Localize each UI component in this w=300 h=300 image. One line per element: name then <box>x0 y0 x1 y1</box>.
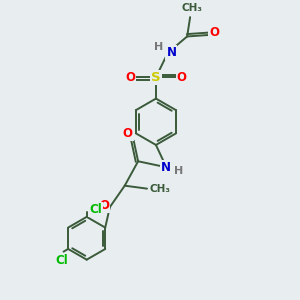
Text: O: O <box>177 71 187 84</box>
Text: CH₃: CH₃ <box>181 3 202 13</box>
Text: O: O <box>209 26 219 38</box>
Text: CH₃: CH₃ <box>149 184 170 194</box>
Text: N: N <box>167 46 176 59</box>
Text: H: H <box>154 43 163 52</box>
Text: O: O <box>125 71 135 84</box>
Text: S: S <box>151 71 161 84</box>
Text: Cl: Cl <box>56 254 68 267</box>
Text: N: N <box>161 161 171 174</box>
Text: O: O <box>123 128 133 140</box>
Text: Cl: Cl <box>89 202 102 216</box>
Text: H: H <box>174 166 184 176</box>
Text: O: O <box>100 199 110 212</box>
